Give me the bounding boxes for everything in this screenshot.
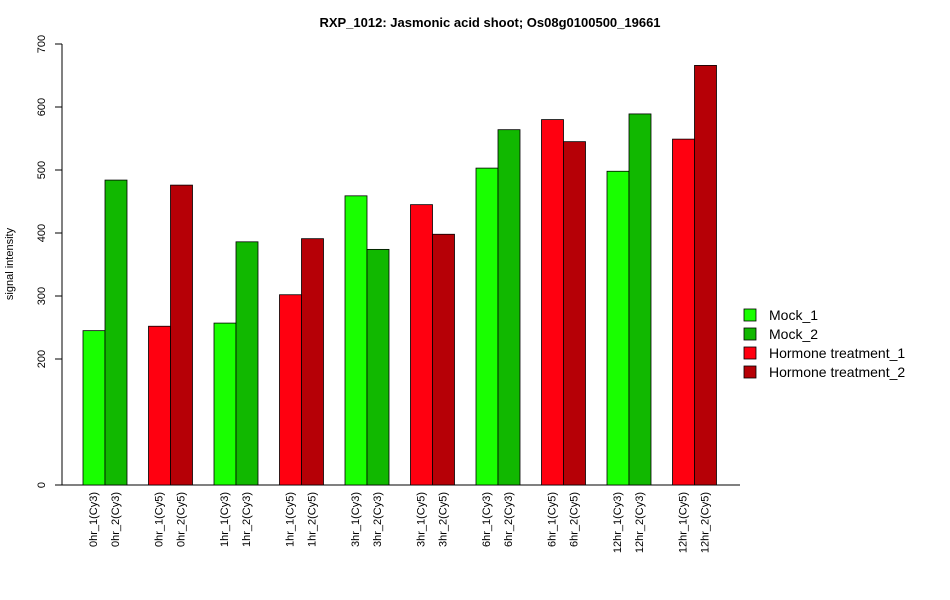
bar — [148, 325, 171, 486]
x-axis-tick-labels: 0hr_1(Cy3) 0hr_2(Cy3) 0hr_1(Cy5) 0hr_2(Cy5)… — [88, 492, 712, 553]
bar — [541, 119, 564, 486]
x-tick-label: 1hr_2(Cy3) — [241, 492, 253, 547]
x-tick-label: 1hr_1(Cy5) — [284, 492, 296, 547]
x-tick-label: 1hr_1(Cy3) — [219, 492, 231, 547]
legend: Mock_1 Mock_2 Hormone treatment_1 Hormone t… — [743, 307, 905, 380]
bar — [170, 184, 193, 486]
legend-swatch — [743, 365, 757, 379]
bar — [563, 141, 586, 486]
x-tick-label: 0hr_1(Cy3) — [88, 492, 100, 547]
bar — [672, 138, 695, 486]
y-tick-label: 400 — [36, 224, 48, 242]
bar — [301, 238, 324, 486]
bar — [606, 170, 630, 486]
legend-label: Hormone treatment_2 — [769, 364, 905, 380]
x-tick-label: 0hr_1(Cy5) — [153, 492, 165, 547]
legend-label: Mock_2 — [769, 326, 818, 342]
bar — [628, 113, 652, 486]
x-tick-label: 3hr_1(Cy5) — [415, 492, 427, 547]
bar — [235, 241, 259, 486]
x-tick-label: 6hr_2(Cy3) — [503, 492, 515, 547]
x-tick-label: 3hr_2(Cy3) — [372, 492, 384, 547]
bars — [82, 65, 717, 486]
legend-swatch — [743, 346, 757, 360]
x-tick-label: 6hr_1(Cy3) — [481, 492, 493, 547]
legend-swatch — [743, 327, 757, 341]
bar — [475, 167, 499, 486]
bar — [497, 129, 521, 486]
bar — [410, 204, 433, 486]
legend-label: Hormone treatment_1 — [769, 345, 905, 361]
x-tick-label: 6hr_2(Cy5) — [568, 492, 580, 547]
x-tick-label: 3hr_1(Cy3) — [350, 492, 362, 547]
y-tick-label: 500 — [36, 161, 48, 179]
x-tick-label: 0hr_2(Cy5) — [175, 492, 187, 547]
y-tick-label: 700 — [36, 35, 48, 53]
y-tick-label: 600 — [36, 98, 48, 116]
x-tick-label: 12hr_2(Cy3) — [634, 492, 646, 553]
y-axis-ticks: 0 200 300 400 500 600 700 — [36, 35, 62, 488]
bar — [279, 294, 302, 486]
y-tick-label: 200 — [36, 350, 48, 368]
bar — [82, 330, 106, 486]
x-tick-label: 12hr_1(Cy3) — [612, 492, 624, 553]
legend-swatch — [743, 308, 757, 322]
bar — [694, 65, 717, 486]
x-tick-label: 3hr_2(Cy5) — [437, 492, 449, 547]
x-tick-label: 12hr_2(Cy5) — [699, 492, 711, 553]
legend-label: Mock_1 — [769, 307, 818, 323]
x-tick-label: 6hr_1(Cy5) — [546, 492, 558, 547]
bar — [213, 322, 237, 486]
y-tick-label: 300 — [36, 287, 48, 305]
x-tick-label: 0hr_2(Cy3) — [110, 492, 122, 547]
x-tick-label: 1hr_2(Cy5) — [306, 492, 318, 547]
bar — [344, 195, 368, 486]
y-axis-label: signal intensity — [4, 227, 16, 300]
y-tick-label: 0 — [36, 482, 48, 488]
bar — [366, 248, 390, 486]
chart-title: RXP_1012: Jasmonic acid shoot; Os08g0100… — [319, 15, 660, 30]
bar — [104, 179, 128, 486]
bar — [432, 233, 455, 486]
x-tick-label: 12hr_1(Cy5) — [677, 492, 689, 553]
